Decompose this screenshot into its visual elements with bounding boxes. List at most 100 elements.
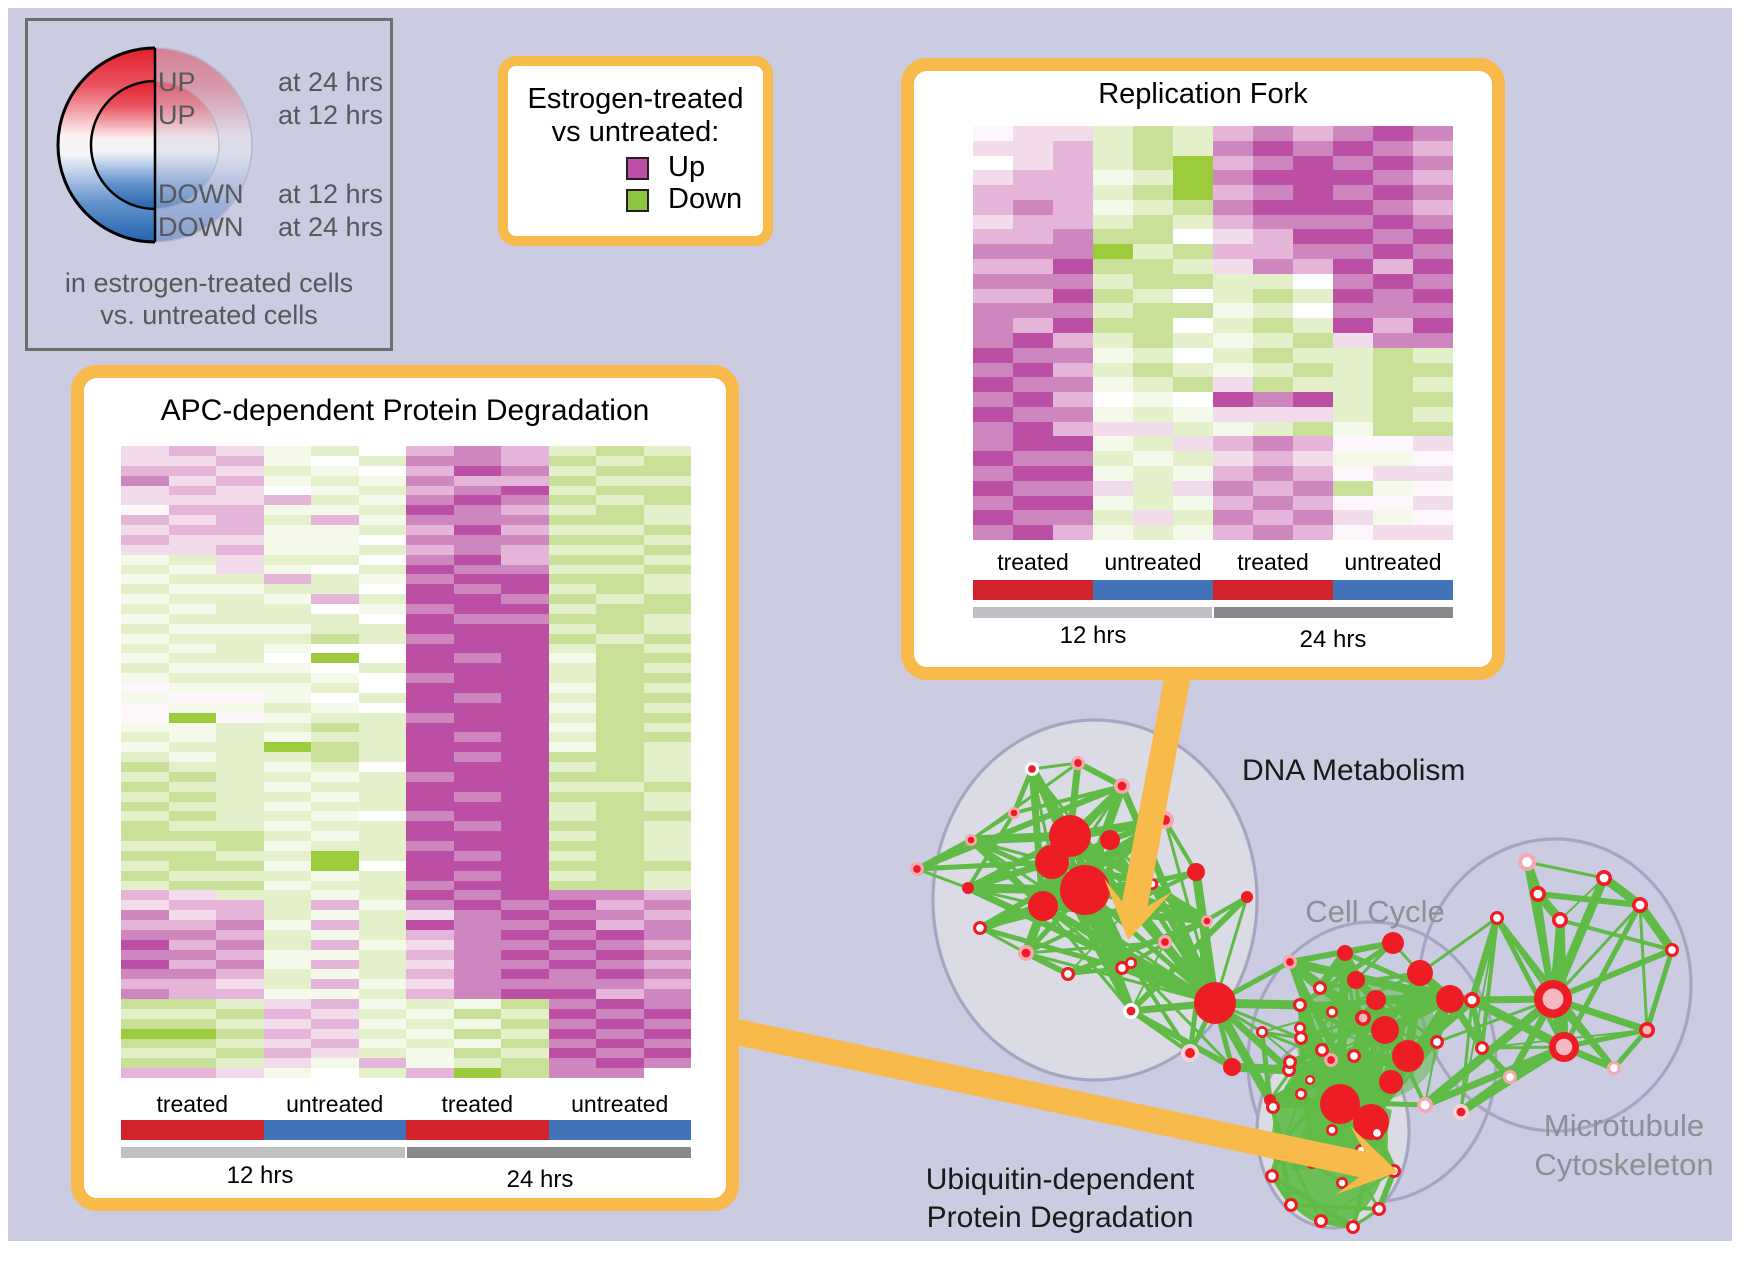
heatmap-cell <box>643 860 691 871</box>
heatmap-cell <box>1293 140 1333 156</box>
heatmap-cell <box>1053 229 1093 245</box>
network-node-center <box>1286 958 1294 966</box>
heatmap-cell <box>1013 199 1053 215</box>
heatmap-cell <box>121 1008 169 1019</box>
heatmap-cell <box>358 455 406 466</box>
heatmap-cell <box>216 850 264 861</box>
heatmap-cell <box>548 554 596 565</box>
heatmap-cell <box>358 594 406 604</box>
heatmap-cell <box>168 939 216 950</box>
network-edge <box>1320 1170 1395 1222</box>
heatmap-cell <box>548 959 596 970</box>
heatmap-cell <box>1053 332 1093 348</box>
replication-fork-condition-bars <box>973 580 1453 600</box>
heatmap-cell <box>168 989 216 999</box>
heatmap-cell <box>1333 510 1373 526</box>
heatmap-cell <box>1373 199 1413 215</box>
heatmap-cell <box>1013 214 1053 230</box>
heatmap-cell <box>1213 377 1253 393</box>
heatmap-cell <box>311 722 359 733</box>
heatmap-cell <box>311 1018 359 1029</box>
heatmap-cell <box>1373 303 1413 319</box>
heatmap-cell <box>548 920 596 930</box>
heatmap-cell <box>406 495 454 506</box>
heatmap-cell <box>453 939 501 950</box>
heatmap-cell <box>263 969 311 980</box>
heatmap-cell <box>1053 199 1093 215</box>
network-edge <box>1559 918 1673 952</box>
heatmap-cell <box>263 989 311 999</box>
heatmap-cell <box>596 446 644 456</box>
heatmap-cell <box>643 584 691 595</box>
heatmap-cell <box>596 623 644 634</box>
heatmap-cell <box>1093 436 1133 452</box>
heatmap-cell <box>311 485 359 496</box>
updown-time: at 12 hrs <box>278 179 384 209</box>
heatmap-cell <box>121 663 169 674</box>
heatmap-cell <box>1213 259 1253 274</box>
heatmap-cell <box>1013 392 1053 407</box>
heatmap-cell <box>548 732 596 743</box>
heatmap-cell <box>548 1008 596 1019</box>
heatmap-cell <box>406 515 454 525</box>
heatmap-cell <box>121 910 169 920</box>
heatmap-cell <box>1373 436 1413 452</box>
heatmap-cell <box>1053 392 1093 407</box>
network-edge <box>1268 979 1358 1101</box>
network-edge <box>1537 891 1641 908</box>
heatmap-cell <box>1013 362 1053 378</box>
arrow-head <box>1336 1126 1398 1195</box>
heatmap-cell <box>263 999 311 1009</box>
heatmap-cell <box>643 683 691 693</box>
heatmap-cell <box>643 1068 691 1078</box>
heatmap-cell <box>973 199 1013 215</box>
heatmap-cell <box>216 534 264 545</box>
heatmap-cell <box>216 920 264 930</box>
heatmap-cell <box>548 801 596 812</box>
heatmap-cell <box>358 525 406 535</box>
network-node-center <box>1358 1013 1368 1023</box>
heatmap-cell <box>358 929 406 940</box>
heatmap-cell <box>1413 421 1453 437</box>
heatmap-cell <box>168 633 216 644</box>
heatmap-cell <box>406 811 454 822</box>
heatmap-cell <box>1253 466 1293 481</box>
network-edge <box>1494 916 1567 1049</box>
cluster-label-dna-metabolism: DNA Metabolism <box>1242 754 1466 787</box>
heatmap-cell <box>121 742 169 753</box>
heatmap-cell <box>216 525 264 535</box>
heatmap-cell <box>1293 318 1333 333</box>
heatmap-cell <box>501 475 549 486</box>
heatmap-cell <box>596 1068 644 1078</box>
heatmap-cell <box>548 929 596 940</box>
replication-fork-column-labels: treated untreated treated untreated <box>973 549 1453 576</box>
network-node-center <box>976 924 984 932</box>
heatmap-cell <box>168 890 216 901</box>
network-node-center <box>1350 1052 1358 1060</box>
heatmap-cell <box>453 495 501 506</box>
network-node-center <box>1599 873 1609 883</box>
heatmap-cell <box>1293 451 1333 467</box>
heatmap-cell <box>358 801 406 812</box>
heatmap-cell <box>1133 510 1173 526</box>
heatmap-cell <box>548 762 596 772</box>
heatmap-cell <box>1133 436 1173 452</box>
heatmap-cell <box>643 465 691 476</box>
heatmap-cell <box>453 623 501 634</box>
condition-bar <box>263 1120 406 1140</box>
heatmap-cell <box>1413 510 1453 526</box>
heatmap-cell <box>973 332 1013 348</box>
col-label-treated: treated <box>156 1091 229 1117</box>
heatmap-cell <box>121 455 169 466</box>
heatmap-cell <box>501 821 549 832</box>
heatmap-cell <box>168 465 216 476</box>
heatmap-cell <box>643 455 691 466</box>
heatmap-cell <box>406 1018 454 1029</box>
heatmap-cell <box>501 692 549 703</box>
heatmap-cell <box>1213 273 1253 289</box>
cluster-label-ubiquitin-line2: Protein Degradation <box>926 1201 1194 1234</box>
heatmap-cell <box>406 475 454 486</box>
heatmap-cell <box>453 870 501 881</box>
heatmap-cell <box>596 1028 644 1039</box>
heatmap-cell <box>168 653 216 664</box>
